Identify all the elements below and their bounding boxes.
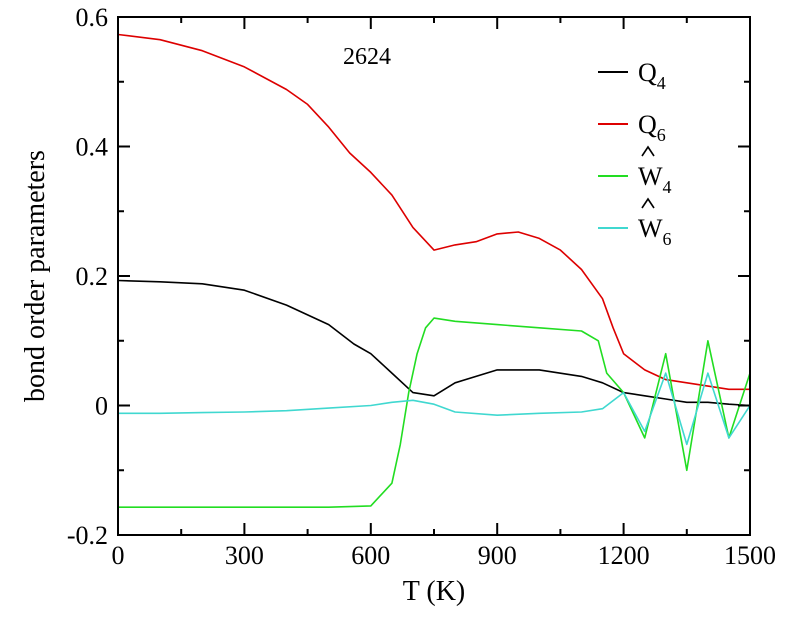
series-line-w4 bbox=[118, 317, 750, 509]
y-tick-label: 0.6 bbox=[76, 3, 109, 32]
hat-accent-icon bbox=[641, 145, 655, 157]
x-tick-label: 300 bbox=[225, 541, 264, 570]
legend-label-w6: W6 bbox=[638, 214, 672, 249]
y-axis-title: bond order parameters bbox=[20, 150, 51, 402]
x-tick-label: 0 bbox=[112, 541, 125, 570]
x-axis-title: T (K) bbox=[403, 576, 465, 607]
chart-annotation: 2624 bbox=[343, 44, 391, 70]
legend-subscript: 6 bbox=[657, 125, 666, 145]
x-tick-label: 600 bbox=[351, 541, 390, 570]
legend-label-q6: Q6 bbox=[638, 110, 666, 145]
legend-subscript: 6 bbox=[663, 229, 672, 249]
y-tick-label: 0.2 bbox=[76, 262, 109, 291]
y-tick-label: -0.2 bbox=[67, 521, 108, 550]
legend-label-w4: W4 bbox=[638, 162, 672, 197]
legend-label-q4: Q4 bbox=[638, 58, 666, 93]
legend-subscript: 4 bbox=[663, 177, 672, 197]
series-line-q6 bbox=[118, 33, 750, 391]
data-layer bbox=[118, 33, 750, 509]
ticks-layer: 0 300 600 900 1200 1500-0.200.20.40.6 bbox=[67, 3, 776, 570]
series-line-q4 bbox=[118, 279, 750, 407]
y-tick-label: 0 bbox=[95, 392, 108, 421]
plot-frame bbox=[117, 16, 751, 536]
hat-accent-icon bbox=[641, 197, 655, 209]
x-tick-label: 900 bbox=[478, 541, 517, 570]
x-tick-label: 1200 bbox=[598, 541, 650, 570]
legend-subscript: 4 bbox=[657, 73, 666, 93]
series-line-w6 bbox=[118, 372, 750, 446]
x-tick-label: 1500 bbox=[724, 541, 776, 570]
y-tick-label: 0.4 bbox=[76, 133, 109, 162]
legend: Q4 Q6 W4 W6 bbox=[598, 58, 672, 249]
